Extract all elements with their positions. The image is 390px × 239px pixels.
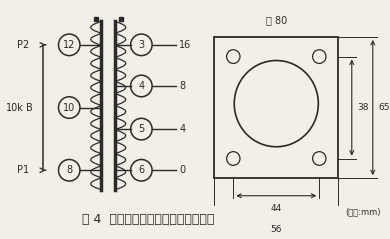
Text: 0: 0 — [179, 165, 186, 175]
Text: P1: P1 — [17, 165, 29, 175]
Text: 4: 4 — [138, 81, 144, 91]
Text: 12: 12 — [63, 40, 75, 50]
Bar — [214, 37, 339, 178]
Text: 10: 10 — [63, 103, 75, 113]
Text: 8: 8 — [66, 165, 72, 175]
Text: 5: 5 — [138, 124, 145, 134]
Text: P2: P2 — [17, 40, 29, 50]
Text: 图 4  输出变压器外形尺寸和接线端子: 图 4 输出变压器外形尺寸和接线端子 — [82, 213, 214, 226]
Text: 6: 6 — [138, 165, 144, 175]
Text: B: B — [27, 103, 33, 113]
Text: 3: 3 — [138, 40, 144, 50]
Text: 8: 8 — [179, 81, 186, 91]
Text: 16: 16 — [179, 40, 191, 50]
Text: 44: 44 — [271, 204, 282, 212]
Text: (单位:mm): (单位:mm) — [345, 207, 381, 217]
Text: 65: 65 — [379, 103, 390, 112]
Text: 38: 38 — [358, 103, 369, 112]
Text: 10k: 10k — [6, 103, 24, 113]
Text: 56: 56 — [271, 225, 282, 234]
Text: 4: 4 — [179, 124, 186, 134]
Text: 高 80: 高 80 — [266, 15, 287, 25]
